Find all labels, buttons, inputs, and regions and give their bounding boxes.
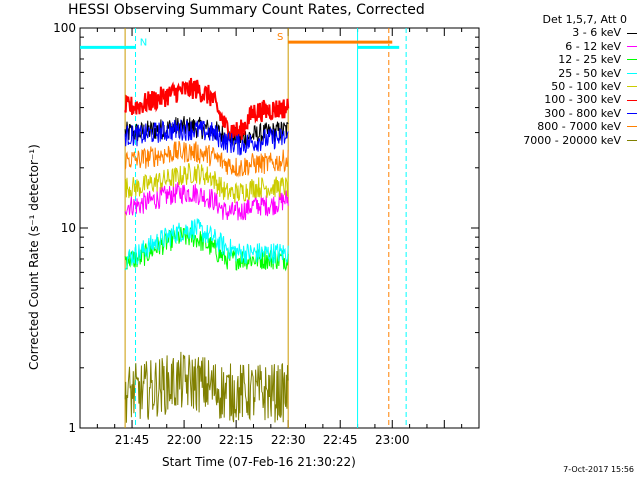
series-line: [124, 351, 289, 423]
legend-swatch: [627, 86, 637, 88]
y-tick-label: 10: [61, 221, 76, 235]
legend-entry: 12 - 25 keV: [487, 53, 637, 66]
chart-title: HESSI Observing Summary Count Rates, Cor…: [68, 2, 425, 18]
legend-entry: 50 - 100 keV: [487, 80, 637, 93]
x-tick-label: 23:00: [375, 433, 410, 447]
legend-label: 800 - 7000 keV: [537, 120, 621, 134]
legend-entry: 7000 - 20000 keV: [487, 134, 637, 147]
timestamp: 7-Oct-2017 15:56: [563, 465, 634, 474]
legend-label: 3 - 6 keV: [572, 26, 621, 40]
y-tick-label: 1: [68, 421, 76, 435]
series-line: [124, 218, 289, 271]
x-tick-label: 22:00: [167, 433, 202, 447]
y-tick-label: 100: [53, 21, 76, 35]
interval-label: N: [140, 37, 147, 48]
series-line: [124, 226, 289, 272]
series-line: [124, 163, 289, 204]
x-tick-label: 22:30: [271, 433, 306, 447]
legend-entry: 3 - 6 keV: [487, 26, 637, 39]
x-tick-label: 22:45: [323, 433, 358, 447]
legend-swatch: [627, 99, 637, 101]
x-axis-label: Start Time (07-Feb-16 21:30:22): [162, 455, 356, 469]
legend-title: Det 1,5,7, Att 0: [542, 13, 627, 26]
legend-label: 25 - 50 keV: [558, 66, 621, 80]
plot-frame: [79, 27, 480, 429]
interval-label: S: [277, 32, 283, 43]
series-line: [124, 77, 290, 141]
legend-label: 12 - 25 keV: [558, 53, 621, 67]
legend-entry: 300 - 800 keV: [487, 107, 637, 120]
legend-entry: 25 - 50 keV: [487, 67, 637, 80]
series-line: [124, 140, 289, 178]
x-tick-label: 21:45: [115, 433, 150, 447]
y-axis-label: Corrected Count Rate (s⁻¹ detector⁻¹): [27, 144, 41, 370]
legend-entry: 100 - 300 keV: [487, 93, 637, 106]
series-line: [124, 182, 289, 221]
legend-entry: 6 - 12 keV: [487, 40, 637, 53]
legend-label: 50 - 100 keV: [551, 80, 621, 94]
series-line: [124, 116, 289, 148]
legend-swatch: [627, 72, 637, 74]
legend-label: 6 - 12 keV: [565, 39, 621, 53]
chart-legend: Det 1,5,7, Att 0 3 - 6 keV 6 - 12 keV 12…: [487, 13, 637, 147]
legend-label: 300 - 800 keV: [544, 106, 621, 120]
legend-swatch: [627, 126, 637, 128]
legend-swatch: [627, 46, 637, 48]
x-tick-label: 22:15: [219, 433, 254, 447]
legend-label: 7000 - 20000 keV: [523, 133, 621, 147]
legend-entry: 800 - 7000 keV: [487, 120, 637, 133]
legend-swatch: [627, 32, 637, 34]
legend-swatch: [627, 59, 637, 61]
series-line: [124, 119, 289, 156]
legend-swatch: [627, 113, 637, 115]
legend-label: 100 - 300 keV: [544, 93, 621, 107]
legend-swatch: [627, 139, 637, 141]
